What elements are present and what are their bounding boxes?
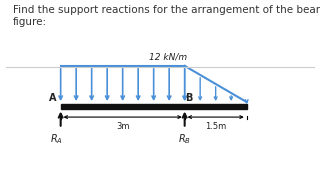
Text: 12 kN/m: 12 kN/m: [149, 52, 187, 61]
Text: A: A: [49, 93, 57, 103]
Text: $R_A$: $R_A$: [50, 132, 63, 145]
Text: $R_B$: $R_B$: [178, 132, 191, 145]
Text: 1.5m: 1.5m: [205, 122, 226, 131]
Text: Find the support reactions for the arrangement of the beam as shown in the
figur: Find the support reactions for the arran…: [13, 5, 320, 27]
Text: 3m: 3m: [116, 122, 129, 131]
Bar: [61, 104, 247, 109]
Text: B: B: [186, 93, 193, 103]
